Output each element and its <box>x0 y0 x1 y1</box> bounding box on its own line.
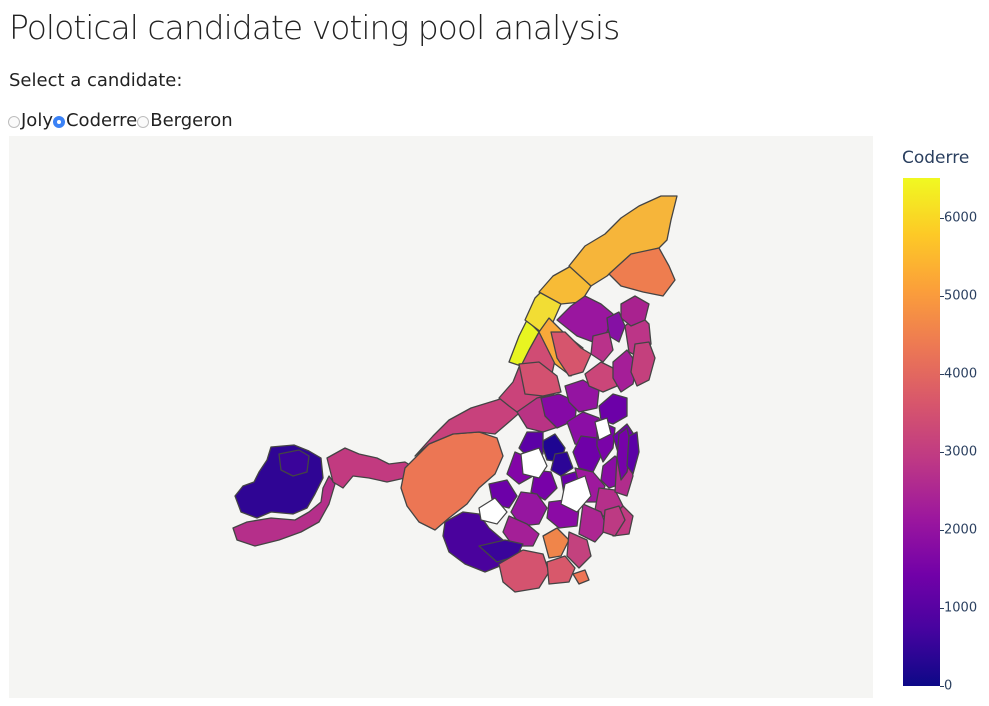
district-south-red <box>498 549 550 593</box>
district-west-island-south <box>232 475 336 547</box>
map-gap-park <box>560 475 592 513</box>
radio-button-coderre[interactable] <box>52 115 65 128</box>
colorbar-title: Coderre <box>902 148 970 168</box>
map-gap-center <box>520 447 548 479</box>
district-west-island-north <box>278 449 310 477</box>
colorbar-tick-label: 0 <box>944 678 953 694</box>
colorbar-tick-label: 5000 <box>944 288 978 304</box>
radio-option-coderre[interactable]: Coderre <box>52 110 138 131</box>
colorbar-tick-label: 6000 <box>944 210 978 226</box>
district-south-red-2 <box>546 555 576 585</box>
colorbar-tickmark <box>940 374 944 375</box>
district-east-coast-1 <box>602 505 626 537</box>
radio-button-joly[interactable] <box>8 115 20 128</box>
district-center-purple-2 <box>564 379 600 413</box>
radio-button-bergeron[interactable] <box>137 115 150 128</box>
select-candidate-label: Select a candidate: <box>9 70 183 91</box>
montreal-districts-map[interactable] <box>9 136 873 698</box>
district-south-magenta-2 <box>578 503 608 543</box>
district-center-red-1 <box>550 331 592 377</box>
radio-option-joly[interactable]: Joly <box>8 110 53 131</box>
district-north-purple <box>556 295 614 343</box>
district-east-magenta <box>612 349 638 393</box>
district-small-south <box>572 569 590 585</box>
colorbar-tickmark <box>940 530 944 531</box>
colorbar-tick-label: 1000 <box>944 600 978 616</box>
radio-label-joly: Joly <box>21 110 53 131</box>
district-east-column-3 <box>630 341 656 387</box>
map-gap-canal <box>478 497 508 525</box>
choropleth-map[interactable] <box>9 136 873 698</box>
colorbar-tickmark <box>940 296 944 297</box>
colorbar-tickmark <box>940 686 944 687</box>
district-northeast-orange <box>608 247 676 297</box>
district-center-darkblue-2 <box>550 451 574 477</box>
district-east-strip-magenta <box>590 331 614 363</box>
colorbar-tick-label: 2000 <box>944 522 978 538</box>
radio-label-coderre: Coderre <box>65 110 138 131</box>
district-south-orange <box>542 527 570 559</box>
candidate-radio-group: Joly Coderre Bergeron <box>8 110 233 131</box>
colorbar-tickmark <box>940 218 944 219</box>
district-center-red-2 <box>518 361 562 397</box>
district-small-island-east <box>626 431 640 475</box>
colorbar-tick-label: 3000 <box>944 444 978 460</box>
district-south-magenta-3 <box>502 515 540 547</box>
colorbar-tick-label: 4000 <box>944 366 978 382</box>
district-south-magenta-4 <box>566 531 592 569</box>
map-gap-east <box>594 417 612 441</box>
colorbar-gradient <box>903 178 940 686</box>
radio-label-bergeron: Bergeron <box>150 110 233 131</box>
district-south-purple-4 <box>510 491 548 527</box>
radio-option-bergeron[interactable]: Bergeron <box>137 110 233 131</box>
colorbar-tickmark <box>940 608 944 609</box>
colorbar-tickmark <box>940 452 944 453</box>
page-title: Polotical candidate voting pool analysis <box>9 8 620 47</box>
